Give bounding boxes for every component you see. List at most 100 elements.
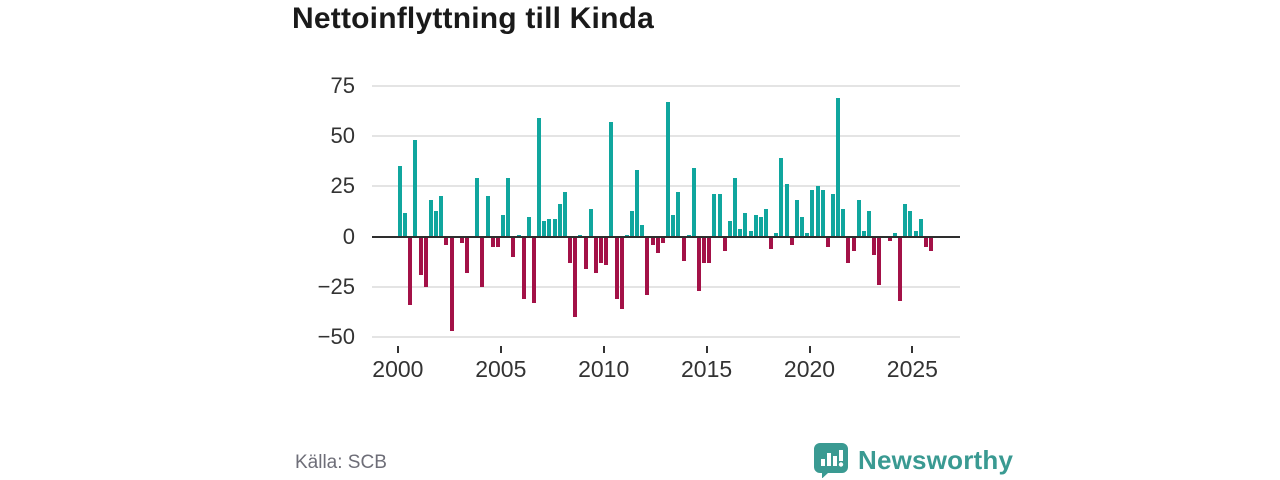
bar-chart-speech-bubble-icon bbox=[813, 442, 849, 479]
bar bbox=[748, 230, 753, 237]
gridline bbox=[372, 286, 960, 289]
bar bbox=[578, 234, 583, 237]
bar bbox=[444, 236, 449, 245]
bar bbox=[908, 210, 913, 237]
bar bbox=[629, 210, 634, 237]
zero-axis-line bbox=[372, 235, 960, 238]
bar bbox=[825, 236, 830, 247]
bar bbox=[877, 236, 882, 286]
brand-name: Newsworthy bbox=[858, 444, 1014, 475]
gridline bbox=[372, 336, 960, 339]
bar bbox=[779, 158, 784, 237]
bar bbox=[815, 186, 820, 237]
x-tick-label: 2025 bbox=[886, 356, 938, 382]
bar bbox=[820, 190, 825, 237]
bar bbox=[861, 230, 866, 237]
bar bbox=[537, 117, 542, 237]
bar bbox=[758, 216, 763, 237]
bar bbox=[475, 178, 480, 237]
bar bbox=[542, 220, 547, 237]
bar bbox=[511, 236, 516, 257]
bar bbox=[449, 236, 454, 332]
bar bbox=[769, 236, 774, 249]
bar bbox=[434, 210, 439, 237]
bar bbox=[495, 236, 500, 247]
bar bbox=[717, 194, 722, 237]
bar bbox=[547, 218, 552, 237]
y-tick-label: 0 bbox=[342, 223, 355, 249]
bar bbox=[810, 190, 815, 237]
bar bbox=[707, 236, 712, 263]
bar bbox=[872, 236, 877, 255]
bar bbox=[398, 166, 402, 237]
bar bbox=[805, 232, 810, 237]
bar bbox=[774, 232, 779, 237]
bar bbox=[753, 214, 758, 237]
bar bbox=[516, 234, 521, 237]
bar bbox=[490, 236, 495, 247]
bar bbox=[712, 194, 717, 237]
bar bbox=[423, 236, 428, 288]
bar bbox=[851, 236, 856, 251]
y-tick-label: 75 bbox=[330, 72, 355, 98]
bar bbox=[800, 216, 805, 237]
bar bbox=[640, 224, 645, 237]
bar bbox=[480, 236, 485, 288]
bar bbox=[619, 236, 624, 310]
bar bbox=[743, 212, 748, 237]
bar bbox=[645, 236, 650, 296]
bar bbox=[562, 192, 567, 237]
bar bbox=[789, 236, 794, 245]
bar bbox=[532, 236, 537, 304]
bar bbox=[733, 178, 738, 237]
bar bbox=[846, 236, 851, 263]
bar bbox=[557, 204, 562, 237]
bar bbox=[738, 228, 743, 237]
bar bbox=[593, 236, 598, 273]
bar bbox=[573, 236, 578, 318]
x-tick-mark bbox=[602, 346, 605, 353]
bar bbox=[439, 196, 444, 237]
bar bbox=[867, 210, 872, 237]
bar bbox=[671, 214, 676, 237]
bar bbox=[428, 200, 433, 237]
bar bbox=[655, 236, 660, 253]
x-tick-mark bbox=[396, 346, 399, 353]
bar bbox=[583, 236, 588, 269]
y-tick-label: 50 bbox=[330, 123, 355, 148]
bar bbox=[413, 140, 418, 237]
chart-title: Nettoinflyttning till Kinda bbox=[292, 2, 655, 35]
x-tick-mark bbox=[808, 346, 811, 353]
x-tick-label: 2015 bbox=[681, 356, 733, 382]
bar bbox=[660, 236, 665, 243]
bar bbox=[604, 236, 609, 265]
plot-area bbox=[372, 80, 960, 352]
x-tick-mark bbox=[705, 346, 708, 353]
bar bbox=[903, 204, 908, 237]
x-tick-label: 2005 bbox=[475, 356, 527, 382]
bar bbox=[681, 236, 686, 261]
x-tick-label: 2010 bbox=[578, 356, 630, 382]
y-tick-label: 25 bbox=[330, 173, 355, 199]
x-tick-mark bbox=[911, 346, 914, 353]
bar bbox=[831, 194, 836, 237]
bar bbox=[614, 236, 619, 300]
bar bbox=[913, 230, 918, 237]
bar bbox=[928, 236, 933, 251]
bar bbox=[841, 208, 846, 237]
y-tick-label: −25 bbox=[317, 274, 355, 300]
bar bbox=[418, 236, 423, 275]
bar bbox=[521, 236, 526, 300]
bar bbox=[702, 236, 707, 263]
x-tick-label: 2020 bbox=[783, 356, 836, 382]
bar bbox=[691, 168, 696, 237]
bar bbox=[784, 184, 789, 237]
bar bbox=[552, 218, 557, 237]
bar bbox=[764, 208, 768, 237]
bar bbox=[836, 97, 841, 237]
bar bbox=[696, 236, 701, 292]
bar bbox=[635, 170, 640, 237]
bar bbox=[666, 101, 671, 237]
bar bbox=[676, 192, 681, 237]
